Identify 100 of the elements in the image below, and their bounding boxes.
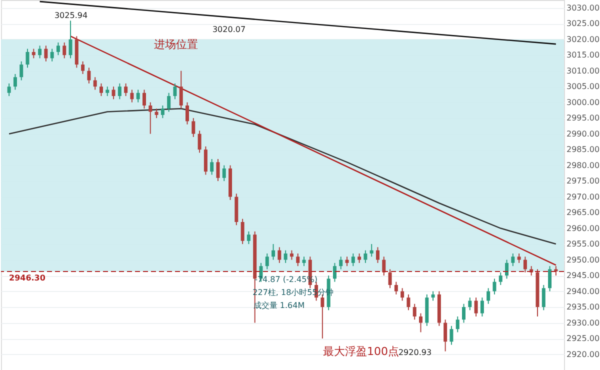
candlestick (50, 48, 54, 62)
candlestick (364, 250, 368, 264)
candlestick (265, 252, 269, 270)
candlestick (148, 102, 152, 134)
candlestick (81, 60, 85, 74)
candlestick (160, 104, 164, 119)
candlestick (7, 82, 11, 97)
candlestick (44, 45, 48, 62)
line-series (8, 108, 557, 245)
candlestick (382, 256, 386, 276)
y-tick-label: 2955.00 (566, 240, 600, 249)
candlestick (38, 45, 42, 59)
candlestick (498, 272, 502, 286)
candlestick (93, 76, 97, 90)
candlestick (216, 158, 220, 182)
candlestick (118, 82, 122, 100)
candlestick (523, 256, 527, 273)
candlestick (68, 20, 72, 59)
candlestick (456, 316, 460, 333)
candlestick (154, 108, 158, 119)
y-tick-label: 2965.00 (566, 208, 600, 218)
y-tick-label: 3010.00 (566, 66, 600, 76)
candlestick (332, 262, 336, 282)
candlestick (462, 303, 466, 324)
candlestick (480, 297, 484, 317)
candlestick (345, 256, 349, 267)
candlestick (431, 290, 435, 302)
y-tick-label: 3030.00 (566, 3, 600, 12)
y-tick-label: 3020.00 (566, 34, 600, 44)
candlestick (474, 297, 478, 317)
candlestick (400, 288, 404, 302)
candlestick (468, 297, 472, 311)
candlestick (222, 164, 226, 182)
candlestick (370, 244, 374, 258)
candlestick (186, 102, 190, 125)
y-tick-label: 2950.00 (566, 255, 600, 264)
y-tick-label: 2990.00 (566, 129, 600, 138)
candlestick (13, 74, 17, 90)
candlestick (240, 218, 244, 245)
annotation: 最大浮盈100点 (323, 345, 399, 358)
candlestick (339, 256, 343, 270)
candlestick (296, 252, 300, 267)
y-tick-label: 2995.00 (566, 114, 600, 123)
candlestick (358, 252, 362, 264)
y-tick-label: 2980.00 (566, 160, 600, 170)
candlestick (62, 42, 66, 59)
candlestick (412, 303, 416, 320)
y-tick-label: 3000.00 (566, 98, 600, 107)
candlestick (26, 48, 30, 68)
candlestick (112, 86, 116, 100)
candlestick (167, 92, 171, 112)
candlestick (486, 288, 490, 304)
candlestick (492, 278, 496, 295)
candlestick (20, 60, 24, 81)
candlestick (136, 89, 140, 103)
candlestick (351, 252, 355, 267)
y-tick-label: 2925.00 (566, 334, 600, 344)
candlestick (444, 319, 448, 352)
y-tick-label: 3025.00 (566, 19, 600, 28)
y-tick-label: 3015.00 (566, 50, 600, 60)
y-tick-label: 2935.00 (566, 302, 600, 312)
candlestick (272, 244, 276, 260)
candlestick (204, 146, 208, 176)
candlestick (542, 284, 546, 311)
candlestick (130, 89, 134, 103)
candlestick (302, 256, 306, 267)
y-tick-label: 2975.00 (566, 176, 600, 186)
candlestick (99, 82, 103, 97)
candlestick (450, 325, 454, 346)
y-tick-label: 3005.00 (566, 82, 600, 92)
y-tick-label: 2970.00 (566, 192, 600, 202)
candlestick (517, 252, 521, 264)
candlestick (198, 130, 202, 154)
candlestick (278, 246, 282, 264)
candlestick (246, 230, 250, 245)
candlestick (419, 312, 422, 333)
y-tick-label: 2960.00 (566, 224, 600, 233)
candlestick (32, 48, 36, 59)
annotation: 进场位置 (154, 38, 198, 51)
candlestick (173, 82, 177, 100)
annotation: 3025.94 (54, 11, 88, 20)
candlestick (106, 86, 110, 97)
candlestick (554, 266, 558, 276)
y-tick-label: 2930.00 (566, 318, 600, 328)
candlestick (142, 89, 146, 110)
candlestick (511, 252, 515, 267)
candlestick (406, 294, 410, 311)
y-tick-label: 2920.00 (566, 350, 600, 359)
candlestick (388, 268, 392, 289)
candlestick (192, 118, 196, 138)
ref-line-label: 2946.30 (9, 273, 46, 282)
candlestick (284, 250, 288, 264)
annotation: 3020.07 (212, 25, 246, 34)
candlestick (179, 70, 183, 110)
y-tick-label: 2940.00 (566, 286, 600, 296)
candlestick (548, 266, 552, 292)
candlestick (290, 250, 294, 260)
annotation: 2920.93 (398, 348, 432, 357)
candlestick (87, 67, 91, 84)
candlestick (505, 259, 509, 280)
